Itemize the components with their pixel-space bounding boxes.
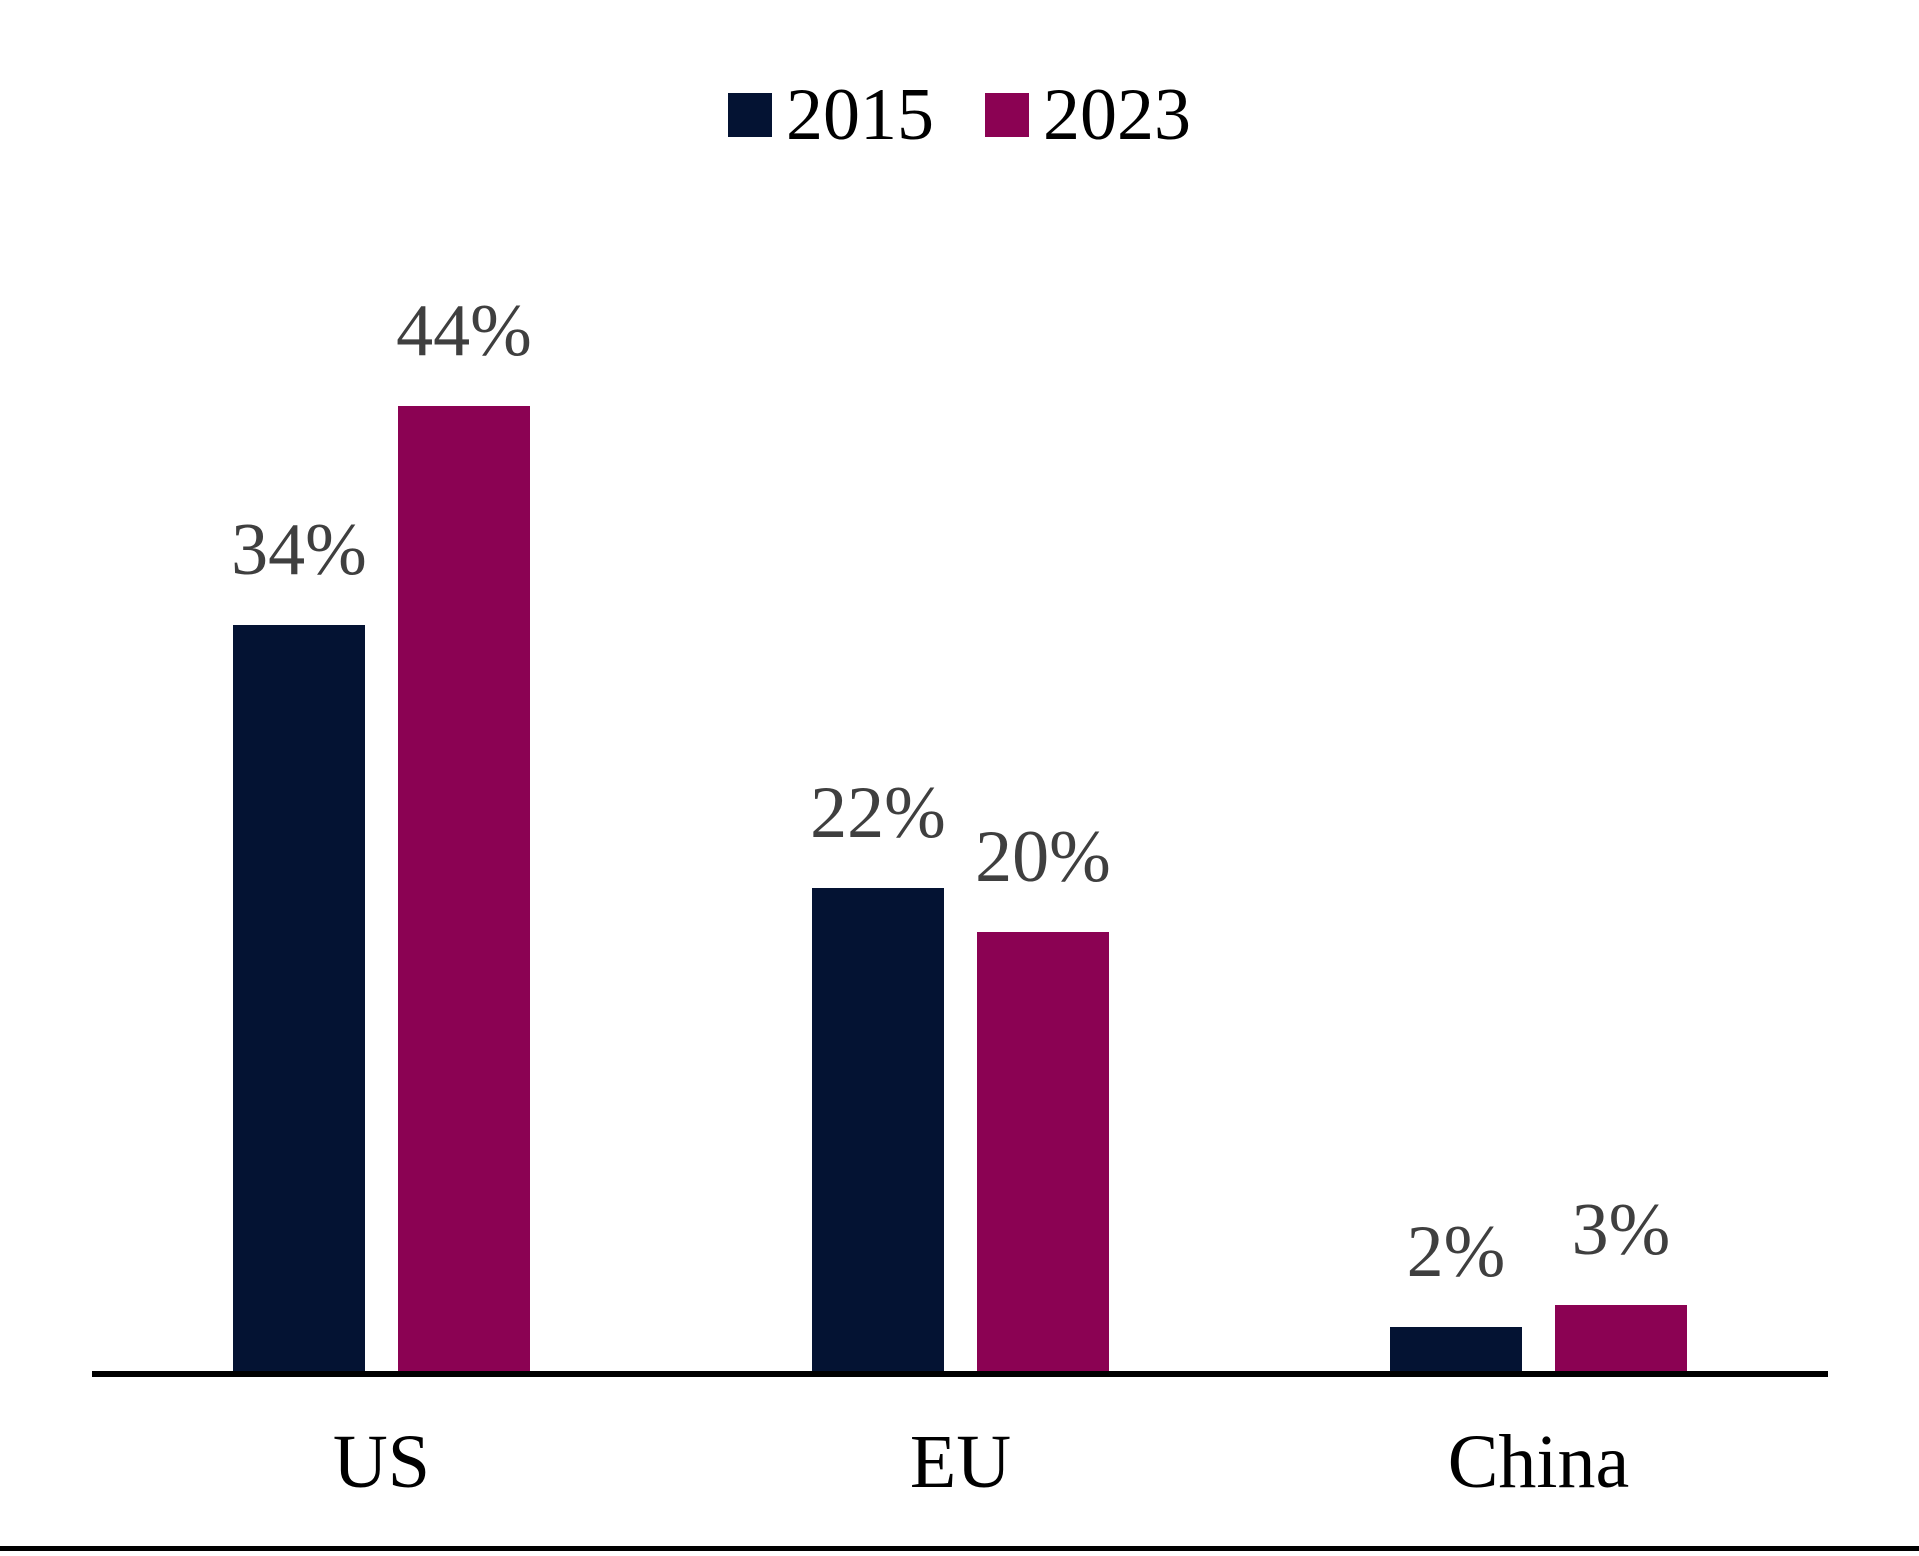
bottom-border-line [0,1546,1919,1551]
chart-legend: 2015 2023 [0,78,1919,152]
value-label-eu-2015: 22% [810,772,946,854]
value-label-china-2015: 2% [1406,1211,1506,1293]
x-axis-label-us: US [332,1420,431,1504]
bar-us-2023 [398,406,530,1371]
value-label-us-2015: 34% [231,509,367,591]
value-label-us-2023: 44% [396,290,532,372]
legend-label-2023: 2023 [1043,74,1191,156]
bar-china-2023 [1555,1305,1687,1371]
x-axis-label-eu: EU [909,1420,1012,1504]
legend-swatch-2023 [985,93,1029,137]
bar-china-2015 [1390,1327,1522,1371]
bar-eu-2023 [977,932,1109,1371]
value-label-china-2023: 3% [1571,1189,1671,1271]
legend-item-2015: 2015 [728,78,934,152]
bar-eu-2015 [812,888,944,1371]
value-label-eu-2023: 20% [975,816,1111,898]
x-axis-line [92,1371,1828,1377]
x-axis-label-china: China [1447,1420,1630,1504]
legend-label-2015: 2015 [786,74,934,156]
legend-swatch-2015 [728,93,772,137]
legend-item-2023: 2023 [985,78,1191,152]
bar-us-2015 [233,625,365,1371]
